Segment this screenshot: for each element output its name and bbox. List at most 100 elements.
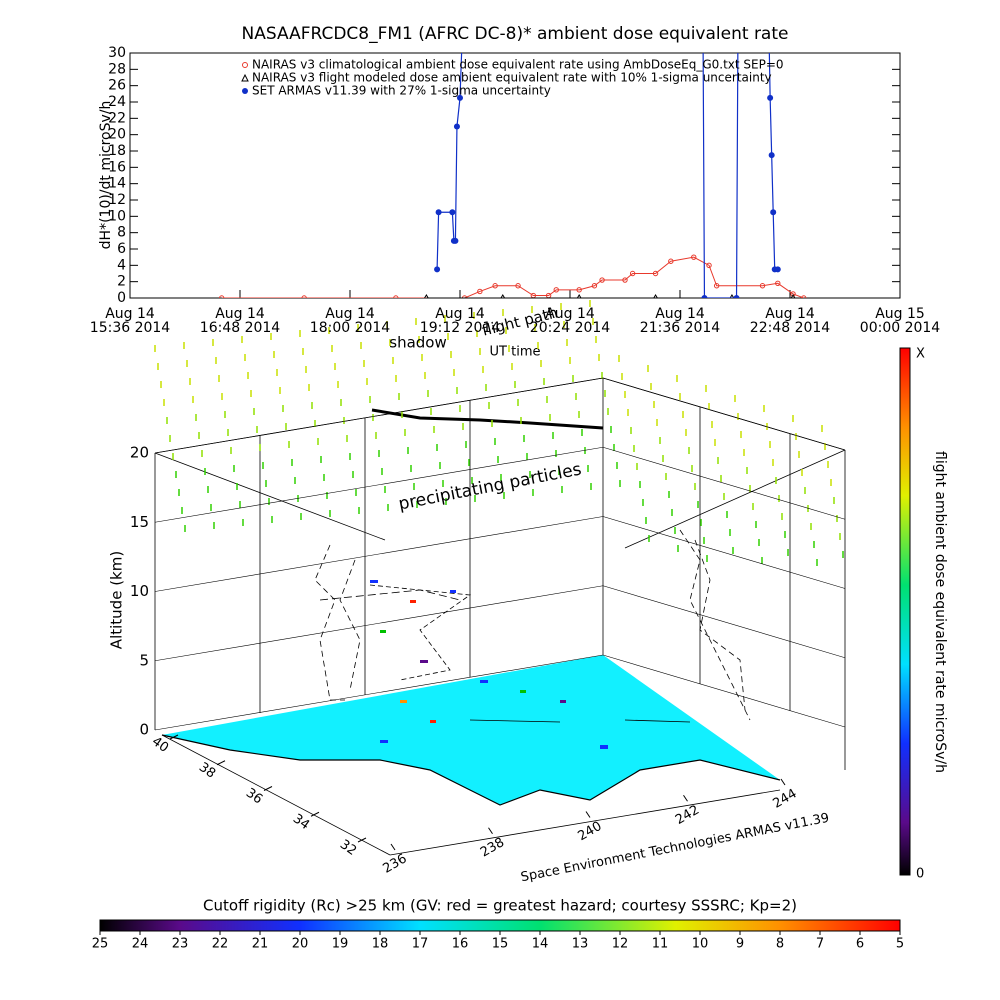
colorbar-tick-label: 13 — [572, 937, 589, 952]
x-tick — [683, 794, 688, 802]
z-axis-label: Altitude (km) — [108, 551, 126, 649]
colorbar-tick-label: 21 — [252, 937, 269, 952]
y-tick-label: 2 — [117, 274, 126, 290]
y-tick-label: 30 — [108, 45, 126, 61]
marker — [768, 152, 775, 159]
marker — [713, 283, 720, 289]
y-tick-label: 12 — [108, 192, 126, 208]
marker — [435, 209, 442, 216]
marker — [453, 123, 460, 130]
x-tick-label: Aug 14 22:48 2014 — [749, 306, 831, 336]
y-tick-label: 6 — [117, 241, 126, 257]
marker — [653, 294, 658, 298]
legend-marker — [242, 88, 248, 94]
colorbar-title: Cutoff rigidity (Rc) >25 km (GV: red = g… — [203, 897, 797, 915]
y-tick-label: 4 — [117, 257, 126, 273]
grid-line — [602, 446, 846, 520]
x-tick-label: Aug 14 20:24 2014 — [529, 306, 611, 336]
x-tick-label: Aug 14 18:00 2014 — [309, 306, 391, 336]
x-tick-label: Aug 14 19:12 2014 — [419, 306, 501, 336]
colorbar-tick-label: 12 — [612, 937, 629, 952]
colorbar-tick-label: 23 — [172, 937, 189, 952]
y-tick-label: 26 — [108, 78, 126, 94]
y-tick-label: 22 — [108, 110, 126, 126]
colorbar-tick-label: 6 — [856, 937, 864, 952]
legend-label: NAIRAS v3 flight modeled dose ambient eq… — [252, 71, 772, 85]
marker — [735, 9, 741, 15]
marker — [477, 288, 483, 295]
y-tick-label: 40 — [149, 734, 171, 756]
legend-label: SET ARMAS v11.39 with 27% 1-sigma uncert… — [252, 84, 551, 98]
grid-line — [154, 446, 604, 523]
colorbar-tick-label: 8 — [776, 937, 784, 952]
legend-marker — [242, 62, 248, 68]
marker — [652, 270, 659, 277]
colorbar — [99, 919, 901, 932]
y-axis-label: dH*(10)/dt microSv/h — [98, 101, 114, 250]
colorbar-tick-label: 24 — [132, 937, 149, 952]
colorbar-tick-label: 15 — [492, 937, 509, 952]
marker — [701, 295, 708, 298]
marker — [790, 294, 796, 298]
y-tick — [169, 734, 179, 740]
marker — [759, 283, 766, 289]
y-tick-label: 16 — [108, 159, 126, 175]
y-tick — [357, 837, 367, 843]
marker — [766, 9, 772, 15]
y-tick — [216, 760, 226, 766]
map-floor — [162, 655, 780, 805]
marker — [629, 270, 636, 277]
colorbar-tick-label: 20 — [292, 937, 309, 952]
marker — [801, 295, 807, 298]
x-tick-label: Aug 15 00:00 2014 — [859, 306, 941, 336]
marker — [576, 287, 582, 293]
marker — [691, 254, 697, 260]
x-tick — [780, 778, 786, 786]
grid-line — [602, 654, 846, 728]
grid-line — [154, 377, 604, 454]
marker — [599, 277, 605, 283]
marker — [434, 266, 441, 273]
plot-area — [218, 9, 807, 298]
x-tick-label: 244 — [770, 786, 799, 811]
chart-title: NASAAFRCDC8_FM1 (AFRC DC-8)* ambient dos… — [242, 24, 789, 44]
y-tick-label: 14 — [108, 176, 126, 192]
marker — [622, 277, 628, 283]
colorbar — [899, 347, 911, 876]
colorbar-label: flight ambient dose equivalent rate micr… — [932, 451, 948, 773]
colorbar-tick-label: 11 — [652, 937, 669, 952]
series-line — [221, 256, 804, 298]
colorbar-tick-label: 22 — [212, 937, 229, 952]
colorbar-tick-label: 10 — [692, 937, 709, 952]
legend-marker — [241, 73, 249, 82]
legend-label: NAIRAS v3 climatological ambient dose eq… — [252, 58, 784, 72]
marker — [790, 291, 796, 297]
marker — [576, 294, 582, 298]
marker — [218, 295, 225, 298]
y-tick — [310, 811, 320, 817]
marker — [774, 266, 781, 273]
marker — [500, 294, 506, 298]
marker — [393, 295, 399, 298]
marker — [492, 283, 498, 289]
x-tick — [390, 843, 396, 851]
y-tick-label: 36 — [243, 786, 265, 808]
x-tick-label: 242 — [673, 803, 702, 828]
annotation: shadow — [389, 334, 446, 352]
z-tick-label: 10 — [130, 582, 149, 600]
y-tick-label: 34 — [290, 811, 312, 833]
marker — [767, 94, 774, 101]
y-tick — [263, 786, 273, 791]
y-tick-label: 0 — [117, 290, 126, 306]
colorbar-tick-label: 16 — [452, 937, 469, 952]
x-tick-label: 238 — [478, 835, 507, 860]
y-tick-label: 20 — [108, 127, 126, 143]
marker — [706, 262, 712, 269]
marker — [733, 295, 740, 298]
x-tick-label: Aug 14 21:36 2014 — [639, 306, 721, 336]
y-tick-label: 18 — [108, 143, 126, 159]
dose-field — [154, 300, 844, 566]
colorbar-top-label: X — [916, 347, 925, 362]
